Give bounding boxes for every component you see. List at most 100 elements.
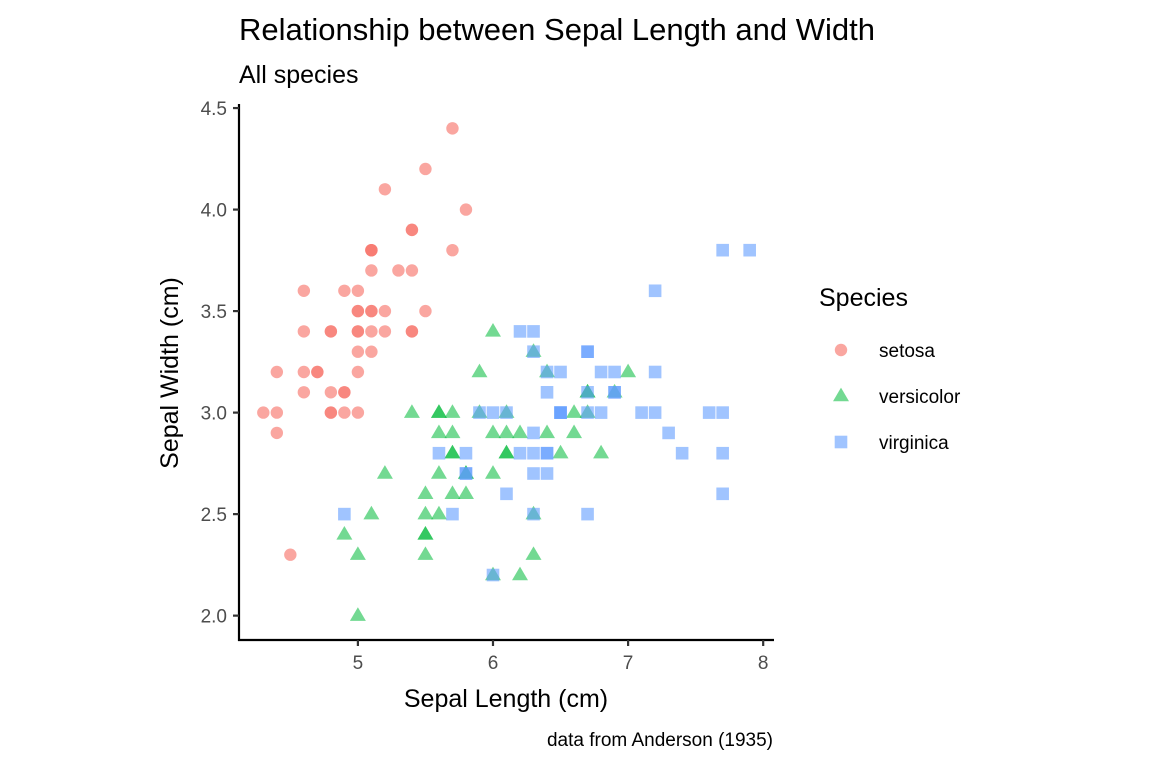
data-point-virginica	[662, 426, 675, 440]
data-point-virginica	[527, 345, 540, 358]
data-point-virginica	[527, 325, 540, 338]
data-point-setosa	[351, 345, 365, 358]
data-point-virginica	[527, 507, 540, 521]
data-point-setosa	[338, 284, 351, 297]
data-point-versicolor	[363, 505, 380, 520]
data-point-virginica	[486, 568, 500, 582]
data-point-virginica	[581, 386, 594, 399]
data-point-virginica	[540, 386, 554, 399]
x-axis-ticks: 5 6 7 8	[353, 640, 768, 674]
y-tick-label: 2.0	[201, 607, 227, 628]
data-point-virginica	[702, 406, 716, 419]
chart-subtitle: All species	[239, 61, 359, 89]
data-point-versicolor	[417, 485, 434, 500]
data-point-versicolor	[444, 444, 461, 459]
data-point-setosa	[392, 264, 405, 277]
data-point-setosa	[405, 223, 419, 237]
data-point-setosa	[419, 162, 432, 176]
data-point-setosa	[405, 325, 419, 338]
data-point-setosa	[284, 548, 297, 561]
data-point-virginica	[459, 467, 473, 480]
data-point-versicolor	[566, 424, 583, 439]
data-point-versicolor	[498, 424, 515, 439]
data-point-virginica	[608, 365, 621, 379]
data-point-setosa	[365, 304, 378, 318]
data-point-setosa	[378, 325, 392, 338]
data-point-setosa	[270, 426, 284, 440]
data-point-versicolor	[512, 566, 528, 581]
data-point-virginica	[716, 487, 729, 501]
legend-label: versicolor	[879, 387, 961, 408]
data-point-setosa	[365, 325, 378, 338]
data-point-setosa	[324, 386, 338, 399]
data-point-versicolor	[417, 546, 434, 560]
legend-key-triangle	[833, 387, 849, 402]
data-point-virginica	[554, 365, 567, 379]
data-point-versicolor	[512, 424, 528, 439]
data-point-setosa	[378, 304, 392, 318]
data-point-setosa	[378, 183, 392, 196]
data-point-virginica	[716, 406, 729, 419]
series-virginica	[338, 243, 756, 582]
data-point-versicolor	[430, 424, 447, 439]
data-point-setosa	[365, 345, 378, 358]
data-point-virginica	[648, 406, 662, 419]
data-point-versicolor	[430, 505, 447, 520]
data-point-setosa	[459, 203, 473, 216]
data-point-setosa	[351, 406, 365, 419]
data-point-versicolor	[485, 465, 501, 479]
y-tick-label: 4.5	[201, 99, 227, 120]
y-axis-ticks: 2.0 2.5 3.0 3.5 4.0 4.5	[201, 99, 239, 628]
data-point-versicolor	[444, 404, 461, 418]
data-point-virginica	[459, 446, 473, 460]
data-point-virginica	[743, 243, 756, 257]
data-point-virginica	[581, 406, 594, 419]
data-point-setosa	[365, 243, 378, 257]
data-point-virginica	[473, 406, 486, 419]
data-point-virginica	[338, 507, 351, 521]
legend-key-circle	[834, 343, 848, 357]
data-point-versicolor	[620, 363, 637, 378]
data-point-setosa	[351, 365, 365, 379]
data-point-virginica	[594, 365, 608, 379]
series-setosa	[257, 122, 473, 561]
data-point-versicolor	[430, 404, 447, 418]
data-point-setosa	[270, 406, 284, 419]
data-point-virginica	[500, 406, 513, 419]
data-point-setosa	[419, 304, 432, 318]
data-point-versicolor	[457, 485, 474, 500]
data-point-setosa	[446, 122, 459, 135]
data-point-setosa	[405, 264, 419, 277]
data-point-virginica	[581, 507, 594, 521]
data-point-setosa	[324, 325, 338, 338]
data-point-virginica	[554, 406, 567, 419]
data-point-versicolor	[593, 444, 610, 459]
data-point-setosa	[297, 284, 311, 297]
y-tick-label: 3.0	[201, 404, 227, 425]
data-point-virginica	[540, 446, 554, 460]
legend-item-setosa: setosa	[834, 341, 935, 362]
data-point-versicolor	[444, 424, 461, 439]
data-point-virginica	[513, 325, 527, 338]
data-point-versicolor	[485, 424, 501, 439]
data-point-versicolor	[403, 404, 420, 418]
data-point-setosa	[257, 406, 270, 419]
legend: Species setosa versicolor virginica	[819, 284, 961, 454]
data-point-virginica	[581, 345, 594, 358]
data-point-virginica	[648, 284, 662, 298]
y-tick-label: 3.5	[201, 302, 227, 323]
data-point-virginica	[446, 507, 459, 521]
legend-title: Species	[819, 284, 908, 312]
series-versicolor	[336, 322, 637, 621]
data-point-virginica	[527, 426, 540, 440]
data-point-versicolor	[471, 363, 488, 378]
data-point-setosa	[270, 365, 284, 379]
data-point-virginica	[635, 406, 648, 419]
data-point-versicolor	[376, 465, 393, 479]
data-point-setosa	[297, 386, 311, 399]
legend-item-versicolor: versicolor	[833, 387, 961, 408]
data-point-setosa	[446, 243, 459, 257]
data-point-virginica	[527, 446, 540, 460]
